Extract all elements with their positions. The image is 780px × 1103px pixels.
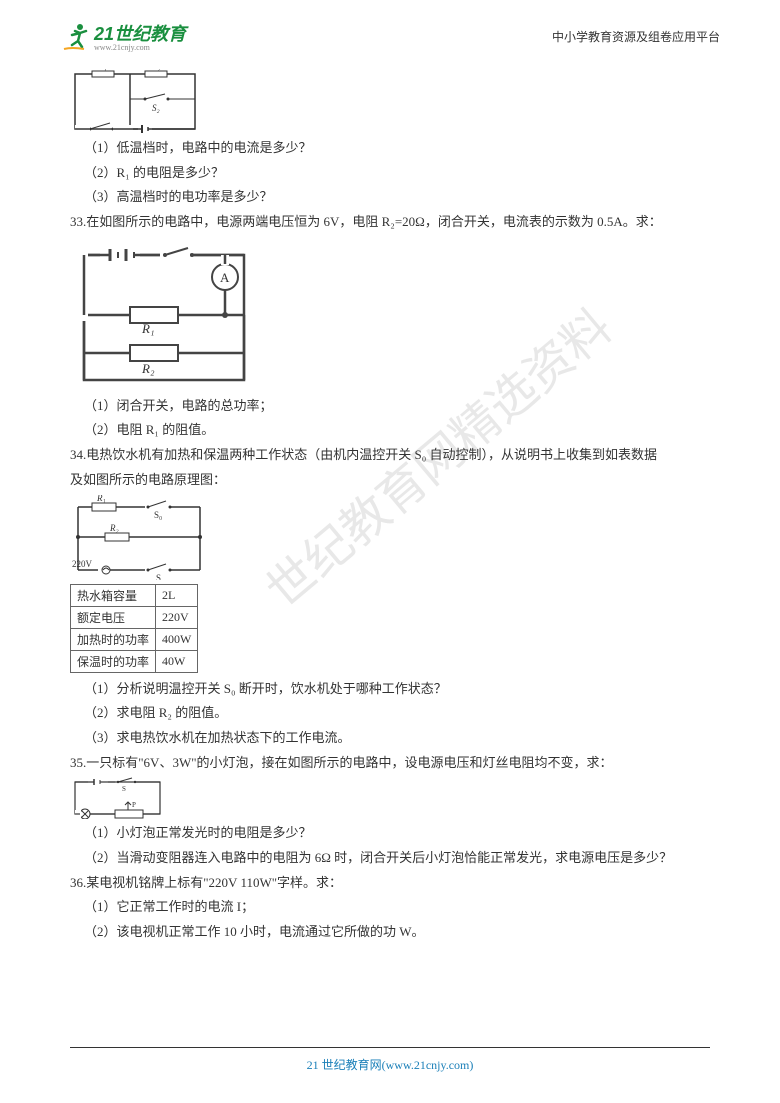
q32-2: （2）R₁ 的电阻是多少？ (70, 161, 710, 186)
svg-text:S₂: S₂ (152, 103, 160, 113)
svg-text:S: S (156, 573, 161, 580)
spec-label: 额定电压 (71, 606, 156, 628)
svg-text:S₀: S₀ (154, 510, 162, 520)
spec-value: 40W (156, 650, 198, 672)
table-row: 额定电压220V (71, 606, 198, 628)
svg-text:S: S (122, 785, 126, 793)
footer-divider (70, 1047, 710, 1048)
q33-1: （1）闭合开关，电路的总功率； (70, 394, 710, 419)
q34-1: （1）分析说明温控开关 S₀ 断开时，饮水机处于哪种工作状态？ (70, 677, 710, 702)
content-area: R₁ R₂ S₂ S₁ （1）低温档时，电路中的电流是多少？ （2）R₁ 的电阻… (0, 62, 780, 945)
q36-stem: 36.某电视机铭牌上标有"220V 110W"字样。求： (70, 871, 710, 896)
q35-2: （2）当滑动变阻器连入电路中的电阻为 6Ω 时，闭合开关后小灯泡恰能正常发光，求… (70, 846, 710, 871)
q35-stem: 35.一只标有"6V、3W"的小灯泡，接在如图所示的电路中，设电源电压和灯丝电阻… (70, 751, 710, 776)
q33-stem: 33.在如图所示的电路中，电源两端电压恒为 6V，电阻 R₂=20Ω，闭合开关，… (70, 210, 710, 235)
svg-text:P: P (132, 801, 136, 809)
spec-value: 400W (156, 628, 198, 650)
spec-table: 热水箱容量2L 额定电压220V 加热时的功率400W 保温时的功率40W (70, 584, 198, 673)
q35-1: （1）小灯泡正常发光时的电阻是多少？ (70, 821, 710, 846)
q36-1: （1）它正常工作时的电流 I； (70, 895, 710, 920)
logo-runner-icon (60, 21, 90, 51)
table-row: 加热时的功率400W (71, 628, 198, 650)
q32-1: （1）低温档时，电路中的电流是多少？ (70, 136, 710, 161)
footer-text: 21 世纪教育网(www.21cnjy.com) (307, 1058, 474, 1072)
q34-stem2: 及如图所示的电路原理图： (70, 468, 710, 493)
circuit-diagram-33: A R₁ R₂ (70, 237, 260, 392)
spec-value: 2L (156, 584, 198, 606)
svg-text:R₂: R₂ (151, 69, 161, 71)
q34-3: （3）求电热饮水机在加热状态下的工作电流。 (70, 726, 710, 751)
svg-text:R₂: R₂ (141, 361, 155, 376)
logo-url: www.21cnjy.com (94, 43, 186, 52)
spec-label: 保温时的功率 (71, 650, 156, 672)
svg-text:A: A (220, 270, 230, 285)
svg-text:220V: 220V (72, 559, 93, 569)
page-header: 21世纪教育 www.21cnjy.com 中小学教育资源及组卷应用平台 (0, 0, 780, 62)
circuit-diagram-34: R₁ S₀ R₂ 220V S (70, 495, 210, 580)
svg-text:R₁: R₁ (141, 321, 154, 336)
q36-2: （2）该电视机正常工作 10 小时，电流通过它所做的功 W。 (70, 920, 710, 945)
spec-label: 热水箱容量 (71, 584, 156, 606)
q32-3: （3）高温档时的电功率是多少？ (70, 185, 710, 210)
svg-text:R₁: R₁ (97, 69, 107, 71)
page-footer: 21 世纪教育网(www.21cnjy.com) (0, 1047, 780, 1073)
logo: 21世纪教育 www.21cnjy.com (60, 20, 186, 52)
table-row: 热水箱容量2L (71, 584, 198, 606)
circuit-diagram-32: R₁ R₂ S₂ S₁ (70, 69, 200, 134)
svg-text:R₂: R₂ (109, 523, 119, 533)
q33-2: （2）电阻 R₁ 的阻值。 (70, 418, 710, 443)
q34-stem1: 34.电热饮水机有加热和保温两种工作状态（由机内温控开关 S₀ 自动控制），从说… (70, 443, 710, 468)
svg-text:R₁: R₁ (96, 495, 106, 503)
table-row: 保温时的功率40W (71, 650, 198, 672)
circuit-diagram-35: S P (70, 777, 165, 819)
spec-label: 加热时的功率 (71, 628, 156, 650)
logo-text: 21世纪教育 (94, 24, 186, 44)
spec-value: 220V (156, 606, 198, 628)
q34-2: （2）求电阻 R₂ 的阻值。 (70, 701, 710, 726)
header-tagline: 中小学教育资源及组卷应用平台 (552, 28, 720, 45)
